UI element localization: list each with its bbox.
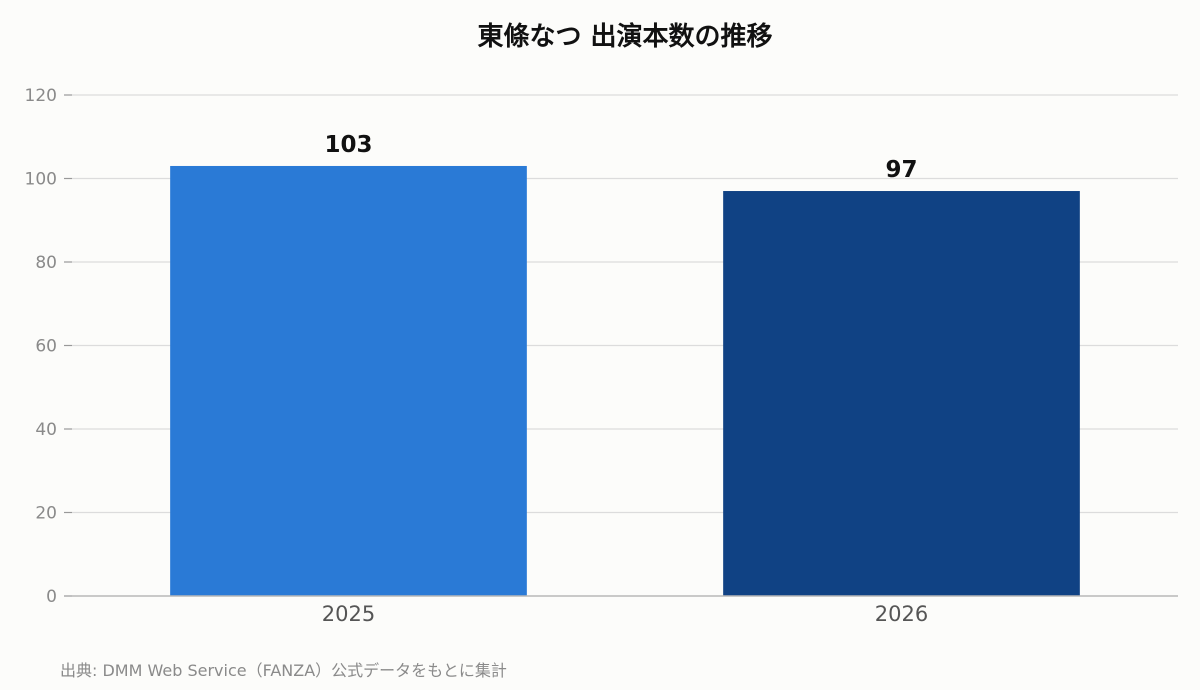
data-label-2026: 97	[885, 157, 917, 183]
data-label-2025: 103	[324, 132, 372, 158]
bars	[170, 165, 1080, 596]
data-labels: 103 97	[324, 132, 917, 183]
y-tick-label: 0	[46, 587, 57, 607]
y-tick-label: 40	[35, 420, 57, 440]
y-tick-label: 80	[35, 253, 57, 273]
y-tick-label: 60	[35, 337, 57, 357]
x-tick-label-2026: 2026	[875, 602, 928, 626]
bar-2025	[170, 165, 527, 596]
source-note: 出典: DMM Web Service（FANZA）公式データをもとに集計	[60, 661, 507, 680]
x-tick-label-2025: 2025	[322, 602, 375, 626]
y-tick-label: 100	[25, 170, 57, 190]
y-axis: 0 20 40 60 80 100 120	[25, 86, 72, 607]
chart-title: 東條なつ 出演本数の推移	[477, 21, 772, 52]
bar-2026	[723, 191, 1080, 596]
y-tick-label: 120	[25, 86, 57, 106]
y-tick-label: 20	[35, 504, 57, 524]
x-axis: 2025 2026	[322, 602, 928, 626]
